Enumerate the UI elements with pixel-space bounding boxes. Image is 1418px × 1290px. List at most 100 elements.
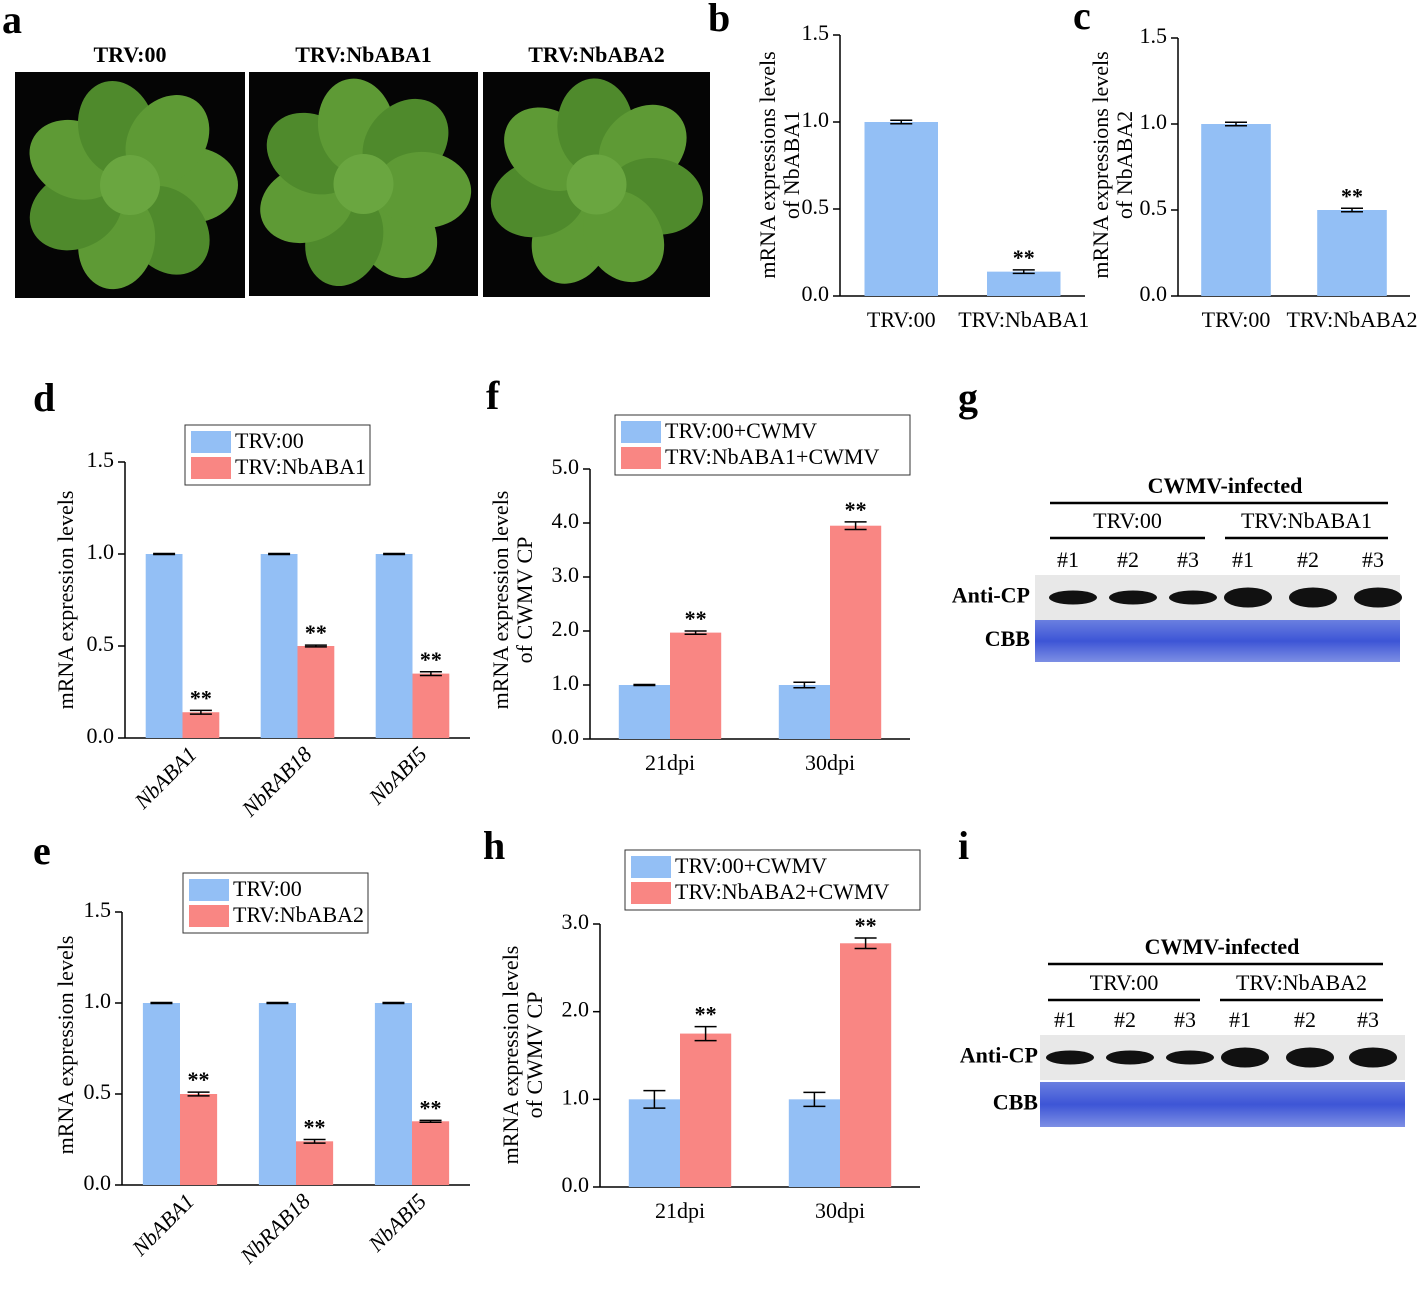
- y-axis-label: mRNA expression levels: [53, 936, 78, 1155]
- legend-swatch: [191, 431, 231, 453]
- band: [1286, 1047, 1334, 1068]
- y-tick-label: 3.0: [552, 562, 580, 587]
- bar: [788, 1099, 840, 1187]
- bar: [840, 943, 892, 1187]
- x-tick-label: NbABI5: [363, 1188, 432, 1257]
- y-tick-label: 4.0: [552, 508, 580, 533]
- lane-label: #2: [1114, 1007, 1136, 1032]
- y-axis-label: mRNA expressions levels: [1088, 51, 1113, 278]
- y-tick-label: 1.0: [1140, 109, 1168, 134]
- x-tick-label: 21dpi: [645, 750, 695, 775]
- lane-label: #3: [1177, 547, 1199, 572]
- panel-label: f: [486, 373, 500, 418]
- error-bar: [643, 1089, 666, 1109]
- band: [1166, 1050, 1214, 1065]
- band: [1224, 587, 1272, 608]
- bar: [1317, 210, 1387, 296]
- y-tick-label: 1.0: [562, 1084, 590, 1109]
- error-bar: [419, 671, 442, 677]
- band: [1049, 590, 1097, 605]
- error-bar: [303, 1138, 326, 1144]
- band: [1221, 1047, 1269, 1068]
- x-tick-label: TRV:00: [1202, 307, 1271, 332]
- blot-title: CWMV-infected: [1148, 473, 1303, 498]
- blot: [1040, 1082, 1405, 1127]
- y-axis-label: of CWMV CP: [522, 992, 547, 1119]
- y-tick-label: 0.0: [552, 724, 580, 749]
- x-tick-label: TRV:NbABA1: [958, 307, 1089, 332]
- y-tick-label: 0.0: [802, 281, 830, 306]
- legend-label: TRV:00: [233, 876, 302, 901]
- lane-label: #1: [1057, 547, 1079, 572]
- bar: [412, 673, 450, 738]
- y-axis-label: mRNA expressions levels: [755, 51, 780, 278]
- row-label: Anti-CP: [960, 1043, 1038, 1068]
- y-axis-label: mRNA expression levels: [53, 491, 78, 710]
- bar: [296, 1141, 334, 1185]
- y-tick-label: 5.0: [552, 454, 580, 479]
- y-tick-label: 0.5: [84, 1079, 112, 1104]
- legend-label: TRV:00+CWMV: [665, 418, 817, 443]
- error-bar: [684, 630, 707, 635]
- y-tick-label: 1.5: [84, 897, 112, 922]
- error-bar: [268, 552, 291, 556]
- bar: [670, 632, 722, 739]
- leaf: [100, 155, 160, 215]
- error-bar: [844, 521, 867, 531]
- band: [1106, 1050, 1154, 1065]
- panel-label: h: [483, 823, 505, 868]
- blot-title: CWMV-infected: [1145, 934, 1300, 959]
- y-tick-label: 1.5: [802, 20, 830, 45]
- bar: [778, 685, 830, 739]
- legend-swatch: [631, 856, 671, 878]
- leaf: [566, 154, 627, 215]
- error-bar: [189, 709, 212, 715]
- legend-label: TRV:NbABA2+CWMV: [675, 879, 889, 904]
- y-tick-label: 1.0: [87, 539, 115, 564]
- significance: **: [188, 1067, 210, 1092]
- lane-label: #1: [1229, 1007, 1251, 1032]
- y-axis-label: of NbABA1: [779, 111, 804, 219]
- significance: **: [190, 685, 212, 710]
- x-tick-label: NbABA1: [126, 1188, 199, 1261]
- legend-label: TRV:00: [235, 428, 304, 453]
- y-tick-label: 2.0: [562, 997, 590, 1022]
- error-bar: [890, 119, 913, 125]
- panel-label: c: [1073, 0, 1091, 38]
- y-tick-label: 0.5: [802, 194, 830, 219]
- panel-label: e: [33, 828, 51, 873]
- y-tick-label: 2.0: [552, 616, 580, 641]
- legend-label: TRV:NbABA1: [235, 454, 366, 479]
- x-tick-label: TRV:NbABA2: [1286, 307, 1417, 332]
- lane-label: #2: [1297, 547, 1319, 572]
- bar: [142, 1003, 180, 1185]
- y-tick-label: 0.5: [1140, 195, 1168, 220]
- y-tick-label: 0.0: [84, 1170, 112, 1195]
- lane-label: #2: [1117, 547, 1139, 572]
- band: [1046, 1050, 1094, 1065]
- lane-label: #1: [1054, 1007, 1076, 1032]
- error-bar: [153, 552, 176, 556]
- y-tick-label: 1.0: [802, 107, 830, 132]
- x-tick-label: 21dpi: [655, 1198, 705, 1223]
- legend-swatch: [621, 421, 661, 443]
- significance: **: [304, 1115, 326, 1140]
- error-bar: [187, 1091, 210, 1097]
- error-bar: [150, 1001, 173, 1005]
- group-label: TRV:00: [1090, 970, 1159, 995]
- significance: **: [845, 497, 867, 522]
- error-bar: [1225, 121, 1247, 127]
- error-bar: [419, 1119, 442, 1123]
- bar: [618, 685, 670, 739]
- error-bar: [304, 644, 327, 648]
- significance: **: [1013, 245, 1035, 270]
- error-bar: [633, 683, 656, 687]
- bar: [628, 1099, 680, 1187]
- bar: [412, 1121, 450, 1185]
- photo-title: TRV:NbABA1: [295, 42, 432, 67]
- x-tick-label: TRV:00: [867, 307, 936, 332]
- error-bar: [854, 937, 877, 950]
- significance: **: [1341, 183, 1363, 208]
- lane-label: #3: [1174, 1007, 1196, 1032]
- band: [1354, 587, 1402, 608]
